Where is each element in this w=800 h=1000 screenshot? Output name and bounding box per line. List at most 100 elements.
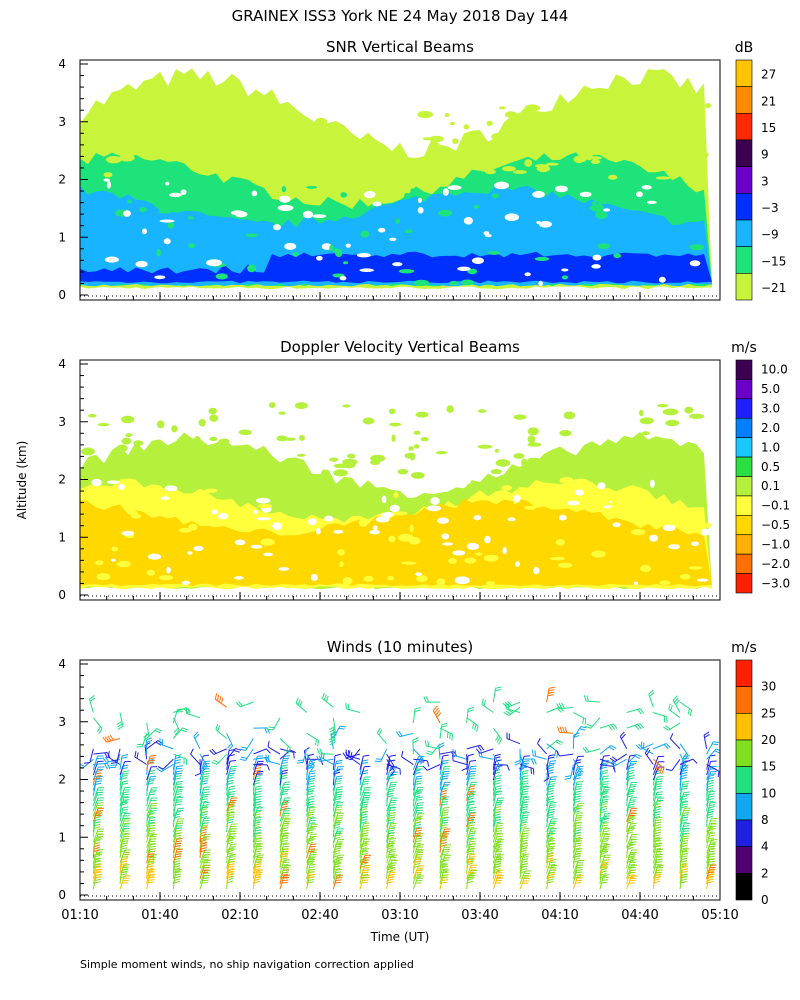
wind-barb-flag: [467, 753, 474, 757]
wind-barb-flag: [255, 793, 262, 796]
wind-barb-flag: [494, 808, 502, 811]
colorbar-label: 8: [761, 813, 769, 827]
wind-barb-flag: [104, 763, 108, 770]
wind-barb: [226, 761, 231, 775]
wind-barb-flag: [602, 783, 609, 786]
wind-barb-flag: [329, 741, 336, 746]
wind-barb-flag: [280, 808, 288, 811]
colorbar-label: 2.0: [761, 421, 780, 435]
wind-barb-flag: [442, 814, 449, 817]
wind-barb-flag: [414, 845, 421, 848]
echo-patch: [116, 560, 131, 568]
wind-barb-flag: [646, 749, 651, 756]
wind-barb-flag: [227, 880, 234, 884]
echo-patch: [554, 185, 568, 193]
wind-barb-flag: [659, 766, 663, 773]
wind-barb-flag: [299, 700, 303, 707]
wind-barb-flag: [639, 723, 645, 729]
echo-patch: [473, 205, 480, 209]
wind-barb-flag: [586, 695, 590, 702]
wind-barb-flag: [521, 795, 528, 798]
wind-barb-flag: [681, 868, 688, 871]
wind-barb-flag: [556, 707, 562, 713]
echo-patch: [561, 275, 569, 280]
wind-barb-flag: [228, 861, 235, 863]
wind-barb-flag: [682, 863, 689, 866]
wind-barb-flag: [176, 850, 183, 853]
wind-barb-flag: [176, 767, 183, 770]
wind-barb-flag: [532, 749, 534, 756]
wind-barb: [479, 748, 494, 754]
wind-barb-flag: [360, 847, 367, 850]
wind-barb-flag: [362, 874, 369, 876]
wind-barb-flag: [148, 871, 155, 874]
wind-barb: [706, 764, 720, 772]
echo-patch: [619, 192, 624, 198]
colorbar-label: −0.5: [761, 518, 790, 532]
wind-barb-flag: [494, 811, 501, 814]
wind-barb-flag: [467, 709, 474, 712]
echo-patch: [484, 535, 491, 544]
wind-barb-flag: [681, 847, 688, 850]
echo-patch: [429, 135, 444, 143]
wind-barb-flag: [309, 763, 314, 769]
wind-barb-flag: [335, 777, 342, 780]
colorbar-swatch: [735, 193, 753, 221]
wind-barb-flag: [389, 804, 396, 806]
wind-barb-flag: [680, 865, 687, 868]
wind-barb-flag: [681, 865, 689, 869]
wind-barb-flag: [254, 865, 261, 868]
wind-barb-flag: [708, 853, 715, 855]
echo-patch: [487, 155, 498, 164]
wind-barb-flag: [707, 784, 714, 788]
wind-barb-flag: [415, 842, 422, 845]
wind-barb-flag: [564, 726, 568, 733]
wind-barb-flag: [707, 873, 714, 876]
echo-patch: [449, 121, 456, 126]
echo-patch: [413, 444, 420, 449]
wind-barb-flag: [602, 775, 609, 778]
wind-barb-flag: [663, 744, 669, 750]
wind-barb: [466, 754, 468, 769]
echo-patch: [532, 191, 545, 198]
y-tick-label: 3: [58, 715, 66, 729]
wind-barb-flag: [556, 703, 560, 710]
wind-barb: [671, 758, 681, 771]
wind-barb-flag: [574, 847, 581, 850]
wind-barb-flag: [173, 870, 180, 873]
wind-barb-flag: [255, 788, 262, 791]
wind-barb-flag: [638, 743, 644, 749]
wind-barb-flag: [389, 837, 396, 840]
wind-barb-flag: [281, 769, 288, 772]
wind-barb-flag: [440, 844, 447, 847]
wind-barb-flag: [496, 871, 503, 874]
wind-barb-flag: [174, 878, 181, 881]
wind-barb-flag: [574, 844, 582, 848]
wind-barb-flag: [174, 845, 181, 848]
wind-barb-flag: [235, 747, 242, 751]
contour-layer--3: [80, 251, 720, 284]
y-tick-label: 1: [58, 230, 66, 244]
echo-patch: [639, 417, 654, 425]
echo-patch: [90, 122, 97, 128]
wind-barb-flag: [603, 874, 610, 877]
wind-barb-flag: [474, 724, 477, 731]
wind-barb-flag: [654, 808, 661, 811]
wind-barb-flag: [707, 811, 715, 814]
y-tick-label: 4: [58, 57, 66, 71]
colorbar-swatch: [735, 166, 753, 194]
echo-patch: [360, 155, 368, 159]
wind-barb-flag: [683, 791, 690, 794]
wind-barb-flag: [494, 868, 501, 871]
wind-barb-flag: [627, 795, 634, 798]
wind-barb-flag: [628, 857, 635, 861]
wind-barb-flag: [307, 836, 314, 840]
wind-barb-flag: [362, 850, 369, 853]
wind-barb-flag: [122, 866, 129, 869]
echo-patch: [255, 497, 271, 504]
colorbar-label: −9: [761, 228, 779, 242]
echo-patch: [391, 434, 396, 443]
wind-barb-flag: [548, 847, 555, 850]
echo-patch: [194, 436, 201, 444]
